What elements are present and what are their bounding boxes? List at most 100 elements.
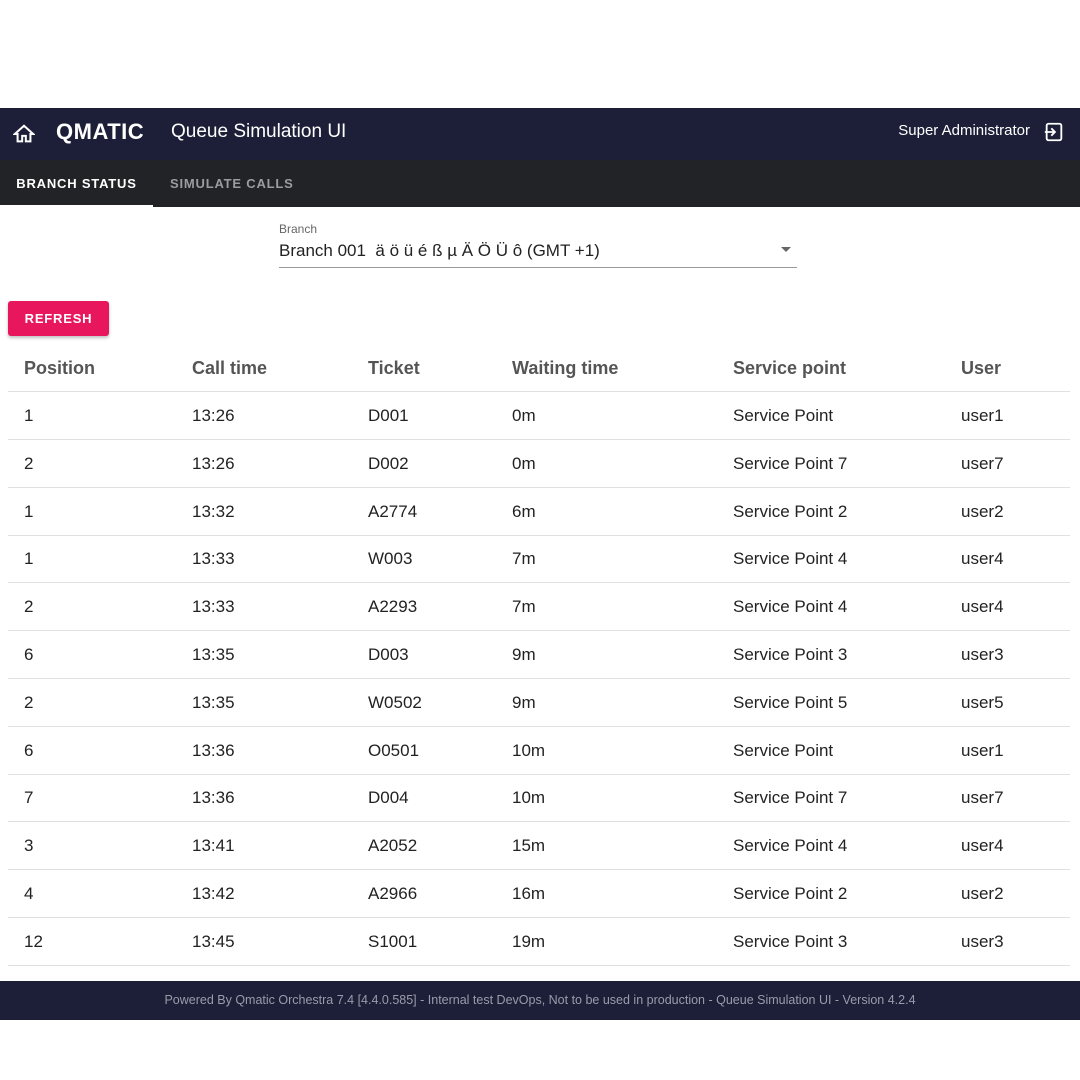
table-cell: 7m [512,597,536,617]
table-cell: user2 [961,501,1004,521]
table-cell: D004 [368,788,409,808]
table-cell: 13:35 [192,645,235,664]
table-cell: 0m [512,406,536,425]
table-cell: 13:32 [192,501,235,521]
select-label: Branch [279,222,318,236]
table-cell: 10m [512,788,546,808]
table-cell: Service Point 3 [733,931,848,951]
app-title: Queue Simulation UI [171,121,347,142]
refresh-button[interactable]: REFRESH [8,301,109,336]
table-cell: A2774 [368,501,418,521]
table-cell: user1 [961,740,1004,760]
table-cell: Service Point 5 [733,692,848,712]
column-header: User [961,358,1002,378]
table-cell: D002 [368,453,409,473]
table-cell: D003 [368,645,409,664]
table-cell: 12 [24,931,43,951]
table-cell: 16m [512,884,546,903]
user-name[interactable]: Super Administrator [898,122,1030,139]
home-icon[interactable] [13,123,35,145]
table-cell: user4 [961,549,1004,569]
table-cell: 4 [24,884,34,903]
table-cell: 1 [24,501,34,521]
table-cell: 13:33 [192,549,235,569]
table-cell: user3 [961,931,1004,951]
table-cell: 6 [24,740,34,760]
table-row: 6 13:35 D003 9m Service Point 3 user3 [8,631,1070,679]
table-cell: W003 [368,549,413,569]
table-cell: 2 [24,692,34,712]
table-cell: A2052 [368,836,418,856]
table-cell: 9m [512,645,536,664]
table-cell: O0501 [368,740,420,760]
table-cell: user7 [961,453,1004,473]
table-cell: Service Point 4 [733,549,848,569]
table-cell: 13:26 [192,406,235,425]
table-cell: 0m [512,453,536,473]
table-cell: user2 [961,884,1004,903]
table-cell: 13:33 [192,597,235,617]
table-cell: user4 [961,836,1004,856]
table-cell: 2 [24,453,34,473]
table-row: 2 13:35 W0502 9m Service Point 5 user5 [8,679,1070,727]
table-cell: 10m [512,740,546,760]
table-row: 4 13:42 A2966 16m Service Point 2 user2 [8,870,1070,918]
table-row: 6 13:36 O0501 10m Service Point user1 [8,727,1070,775]
table-cell: 13:36 [192,740,235,760]
table-cell: 13:36 [192,788,235,808]
table-cell: Service Point 7 [733,453,848,473]
column-header: Call time [192,358,268,378]
table-cell: Service Point 3 [733,645,848,664]
dropdown-arrow [781,247,791,252]
table-cell: Service Point [733,406,834,425]
table-row: 2 13:26 D002 0m Service Point 7 user7 [8,440,1070,488]
table-row: 2 13:33 A2293 7m Service Point 4 user4 [8,583,1070,632]
table-cell: 1 [24,406,34,425]
table-row: 1 13:26 D001 0m Service Point user1 [8,392,1070,440]
footer: Powered By Qmatic Orchestra 7.4 [4.4.0.5… [0,981,1080,1020]
table-cell: user3 [961,645,1004,664]
column-header: Position [24,358,95,378]
column-header: Ticket [368,358,420,378]
table-cell: user1 [961,406,1004,425]
table-cell: Service Point 4 [733,597,848,617]
table-cell: Service Point [733,740,834,760]
header-row: Position Call time Ticket Waiting time Servi… [8,345,1070,392]
table-cell: 13:42 [192,884,235,903]
table-cell: 15m [512,836,546,856]
table-row: 3 13:41 A2052 15m Service Point 4 user4 [8,822,1070,871]
table-cell: Service Point 2 [733,884,848,903]
branch-select[interactable]: Branch Branch 001 ä ö ü é ß µ Ä Ö Ü ô (G… [279,222,797,268]
table-cell: Service Point 2 [733,501,848,521]
table-cell: 13:45 [192,931,235,951]
table-cell: A2966 [368,884,418,903]
table-cell: A2293 [368,597,418,617]
status-table: Position Call time Ticket Waiting time Servi… [8,345,1070,981]
table-cell: user5 [961,692,1004,712]
column-header: Service point [733,358,847,378]
select-value: Branch 001 ä ö ü é ß µ Ä Ö Ü ô (GMT +1) [279,241,600,260]
table-cell: 6m [512,501,536,521]
tab[interactable]: SIMULATE CALLS [170,176,294,191]
column-header: Waiting time [512,358,619,378]
logout-icon[interactable] [1043,121,1065,143]
tab-bar: BRANCH STATUS SIMULATE CALLS [0,160,1080,207]
table-cell: 2 [24,597,34,617]
tab[interactable]: BRANCH STATUS [0,160,153,207]
table-row: 7 13:36 D004 10m Service Point 7 user7 [8,774,1070,823]
table-cell: 7m [512,549,536,569]
table-cell: W0502 [368,692,422,712]
table-cell: D001 [368,406,409,425]
table-cell: 1 [24,549,34,569]
table-cell: 13:35 [192,692,235,712]
table-cell: Service Point 4 [733,836,848,856]
logo[interactable]: QMATIC [56,119,145,144]
table-row: 1 13:33 W003 7m Service Point 4 user4 [8,535,1070,584]
table-cell: 19m [512,931,546,951]
table-cell: 13:41 [192,836,235,856]
table-cell: 6 [24,645,34,664]
table-cell: Service Point 7 [733,788,848,808]
table-cell: 13:26 [192,453,235,473]
table-cell: 3 [24,836,34,856]
